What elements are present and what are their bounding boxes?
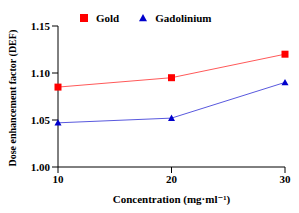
svg-text:20: 20 bbox=[166, 173, 178, 185]
svg-text:1.05: 1.05 bbox=[31, 114, 51, 126]
svg-text:10: 10 bbox=[53, 173, 65, 185]
svg-text:Dose enhancement factor (DEF): Dose enhancement factor (DEF) bbox=[8, 30, 19, 167]
svg-text:30: 30 bbox=[280, 173, 292, 185]
svg-text:1.00: 1.00 bbox=[31, 161, 51, 173]
svg-text:Concentration (mg·ml⁻¹): Concentration (mg·ml⁻¹) bbox=[113, 193, 231, 205]
svg-text:1.10: 1.10 bbox=[31, 67, 51, 79]
html-text:Gold: Gold bbox=[96, 12, 120, 24]
svg-text:1.15: 1.15 bbox=[31, 20, 51, 32]
html-text:Gadolinium: Gadolinium bbox=[155, 12, 212, 24]
